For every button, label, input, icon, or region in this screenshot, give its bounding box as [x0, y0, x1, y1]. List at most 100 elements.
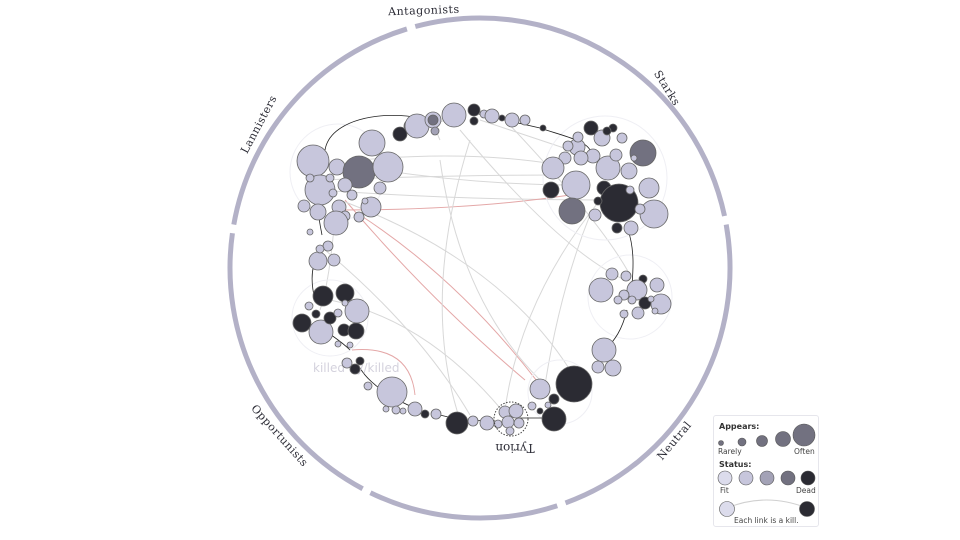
character-node[interactable]: [355, 356, 365, 366]
character-node[interactable]: [562, 140, 574, 152]
character-node[interactable]: [505, 426, 515, 436]
character-node[interactable]: [427, 114, 439, 126]
character-node[interactable]: [591, 337, 617, 363]
character-node[interactable]: [508, 403, 524, 419]
character-node[interactable]: [469, 116, 479, 126]
character-node[interactable]: [625, 185, 635, 195]
character-node[interactable]: [399, 407, 407, 415]
character-node[interactable]: [558, 151, 572, 165]
character-node[interactable]: [541, 156, 565, 180]
character-node[interactable]: [501, 415, 515, 429]
highlighted-character-group[interactable]: Tyrion: [493, 401, 535, 455]
character-node[interactable]: [561, 170, 591, 200]
character-node[interactable]: [346, 189, 358, 201]
character-node[interactable]: [529, 378, 551, 400]
character-node[interactable]: [555, 365, 593, 403]
character-node[interactable]: [504, 112, 520, 128]
character-node[interactable]: [441, 102, 467, 128]
character-node[interactable]: [542, 181, 560, 199]
character-node[interactable]: [647, 295, 655, 303]
character-node[interactable]: [328, 188, 338, 198]
character-node[interactable]: [328, 158, 346, 176]
character-node[interactable]: [634, 203, 646, 215]
character-node[interactable]: [548, 393, 560, 405]
character-node[interactable]: [341, 357, 353, 369]
character-node[interactable]: [363, 381, 373, 391]
character-node[interactable]: [630, 154, 638, 162]
character-node[interactable]: [344, 298, 370, 324]
character-node[interactable]: [297, 199, 311, 213]
character-node[interactable]: [619, 309, 629, 319]
character-node[interactable]: [498, 114, 506, 122]
character-node[interactable]: [627, 295, 637, 305]
character-node[interactable]: [629, 139, 657, 167]
character-node[interactable]: [305, 173, 315, 183]
character-node[interactable]: [325, 173, 335, 183]
character-node[interactable]: [513, 417, 525, 429]
character-node[interactable]: [484, 108, 500, 124]
character-node[interactable]: [420, 409, 430, 419]
character-node[interactable]: [353, 211, 365, 223]
character-node[interactable]: [573, 150, 589, 166]
character-node[interactable]: [349, 363, 361, 375]
character-node[interactable]: [333, 308, 343, 318]
character-node[interactable]: [541, 406, 567, 432]
character-node[interactable]: [588, 208, 602, 222]
character-node[interactable]: [392, 126, 408, 142]
character-node[interactable]: [467, 415, 479, 427]
character-node[interactable]: [306, 228, 314, 236]
character-node[interactable]: [558, 197, 586, 225]
character-node[interactable]: [292, 313, 312, 333]
character-node[interactable]: [430, 408, 442, 420]
character-node[interactable]: [322, 240, 334, 252]
character-node[interactable]: [519, 114, 531, 126]
character-node[interactable]: [308, 251, 328, 271]
character-node[interactable]: [539, 124, 547, 132]
character-node[interactable]: [605, 267, 619, 281]
character-node[interactable]: [493, 419, 503, 429]
character-node[interactable]: [373, 181, 387, 195]
character-node[interactable]: [430, 126, 440, 136]
character-node[interactable]: [346, 341, 354, 349]
character-node[interactable]: [334, 340, 342, 348]
character-node[interactable]: [527, 401, 537, 411]
character-node[interactable]: [651, 307, 659, 315]
character-node[interactable]: [616, 132, 628, 144]
character-node[interactable]: [631, 306, 645, 320]
character-node[interactable]: [372, 151, 404, 183]
character-node[interactable]: [376, 376, 408, 408]
character-node[interactable]: [341, 299, 349, 307]
character-node[interactable]: [595, 155, 621, 181]
character-node[interactable]: [309, 203, 327, 221]
character-node[interactable]: [593, 196, 603, 206]
character-node[interactable]: [315, 244, 325, 254]
character-node[interactable]: [572, 131, 584, 143]
character-node[interactable]: [391, 405, 401, 415]
character-node[interactable]: [312, 285, 334, 307]
character-node[interactable]: [304, 301, 314, 311]
character-node[interactable]: [588, 277, 614, 303]
character-node[interactable]: [479, 415, 495, 431]
character-node[interactable]: [591, 360, 605, 374]
character-node[interactable]: [609, 148, 623, 162]
character-node[interactable]: [335, 283, 355, 303]
character-node[interactable]: [323, 311, 337, 325]
character-node[interactable]: [407, 401, 423, 417]
character-node[interactable]: [445, 411, 469, 435]
character-node[interactable]: [626, 279, 648, 301]
character-node[interactable]: [308, 319, 334, 345]
character-node[interactable]: [613, 295, 623, 305]
character-node[interactable]: [639, 199, 669, 229]
character-node[interactable]: [327, 253, 341, 267]
character-node[interactable]: [620, 162, 638, 180]
character-node[interactable]: [544, 401, 552, 409]
character-node[interactable]: [583, 120, 599, 136]
character-node[interactable]: [337, 177, 353, 193]
character-node[interactable]: [604, 359, 622, 377]
character-node[interactable]: [382, 405, 390, 413]
character-node[interactable]: [611, 222, 623, 234]
character-node[interactable]: [347, 322, 365, 340]
character-node[interactable]: [536, 407, 544, 415]
character-node[interactable]: [623, 220, 639, 236]
character-node[interactable]: [602, 126, 612, 136]
